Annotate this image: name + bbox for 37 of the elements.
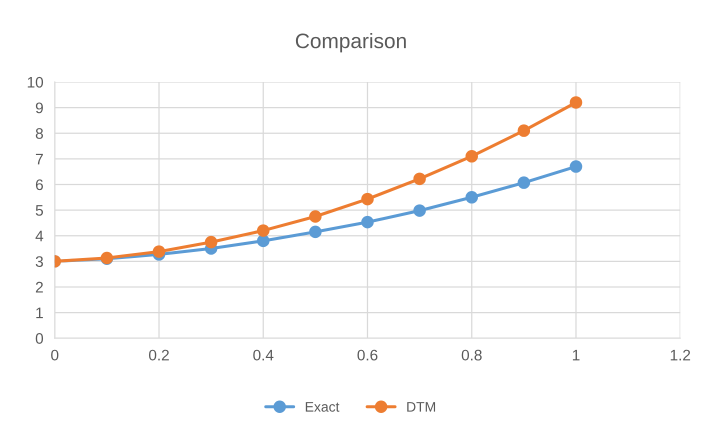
legend-label: Exact <box>306 402 340 412</box>
point <box>465 150 478 163</box>
chart-title: Comparison <box>296 32 406 52</box>
point <box>570 160 582 173</box>
point <box>361 192 374 206</box>
x-tick-label: 0 <box>51 350 58 361</box>
y-tick-label: 7 <box>36 154 43 164</box>
y-tick-label: 9 <box>36 102 43 114</box>
point <box>413 204 426 217</box>
point <box>152 245 166 258</box>
point <box>309 210 322 223</box>
legend-label: DTM <box>407 402 436 412</box>
point <box>570 96 582 109</box>
point <box>309 226 322 238</box>
point <box>204 236 218 248</box>
y-tick-label: 6 <box>36 179 43 190</box>
point <box>465 191 478 204</box>
point <box>413 172 426 186</box>
y-tick-label: 1 <box>36 308 43 318</box>
x-tick-label: 0.2 <box>148 350 169 361</box>
y-tick-label: 8 <box>36 128 43 139</box>
y-tick-label: 5 <box>36 205 44 216</box>
x-tick-label: 0.4 <box>253 350 274 361</box>
x-tick-label: 0.8 <box>462 350 482 361</box>
x-tick-label: 1 <box>572 350 580 360</box>
x-tick-label: 0.6 <box>357 350 378 361</box>
y-tick-label: 3 <box>36 256 43 268</box>
y-tick-label: 10 <box>28 76 44 88</box>
point <box>518 124 530 137</box>
y-tick-label: 0 <box>36 333 44 344</box>
y-tick-label: 2 <box>36 282 43 292</box>
x-tick-label: 1.2 <box>670 350 690 360</box>
y-tick-label: 4 <box>36 230 44 242</box>
point <box>257 234 270 248</box>
point <box>361 216 374 228</box>
point <box>257 224 270 237</box>
point <box>518 176 530 189</box>
